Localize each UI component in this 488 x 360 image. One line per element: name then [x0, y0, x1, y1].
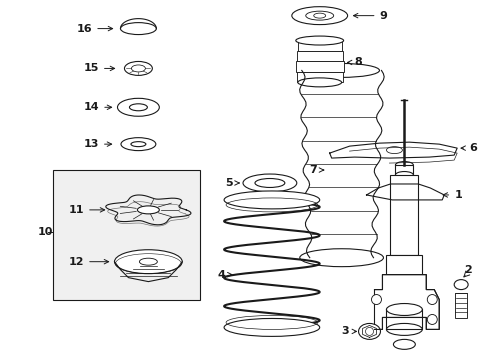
Ellipse shape — [131, 65, 145, 72]
Bar — [386, 255, 422, 310]
Polygon shape — [374, 275, 438, 329]
Bar — [296, 51, 342, 62]
Ellipse shape — [131, 141, 145, 147]
Bar — [295, 62, 343, 72]
Bar — [454, 293, 466, 319]
Text: 1: 1 — [442, 190, 461, 200]
Text: 14: 14 — [83, 102, 111, 112]
Circle shape — [365, 328, 373, 336]
Ellipse shape — [243, 174, 296, 192]
Ellipse shape — [395, 171, 412, 179]
Text: 9: 9 — [353, 11, 386, 21]
Bar — [297, 41, 341, 51]
Ellipse shape — [224, 319, 319, 336]
Ellipse shape — [386, 323, 422, 336]
Text: 2: 2 — [463, 265, 471, 275]
Ellipse shape — [124, 62, 152, 75]
Ellipse shape — [291, 7, 347, 24]
Ellipse shape — [358, 323, 380, 339]
Ellipse shape — [137, 206, 159, 214]
Bar — [53, 170, 200, 300]
Text: 16: 16 — [77, 24, 112, 33]
Text: 3: 3 — [341, 327, 356, 336]
Ellipse shape — [395, 162, 412, 168]
Text: 11: 11 — [68, 205, 104, 215]
Ellipse shape — [299, 249, 383, 267]
Ellipse shape — [297, 78, 341, 87]
Ellipse shape — [305, 11, 333, 20]
Bar — [395, 165, 412, 175]
Text: 15: 15 — [83, 63, 114, 73]
Bar — [296, 72, 342, 82]
Circle shape — [371, 294, 381, 305]
Ellipse shape — [139, 258, 157, 265]
Ellipse shape — [254, 179, 285, 188]
Ellipse shape — [129, 104, 147, 111]
Ellipse shape — [114, 250, 182, 274]
Ellipse shape — [313, 13, 325, 18]
Ellipse shape — [386, 147, 402, 154]
Ellipse shape — [121, 138, 156, 150]
Ellipse shape — [393, 339, 414, 349]
Text: 10: 10 — [38, 227, 53, 237]
Ellipse shape — [303, 63, 379, 77]
Ellipse shape — [224, 191, 319, 209]
Text: 6: 6 — [460, 143, 476, 153]
Bar — [389, 175, 417, 255]
Text: 5: 5 — [224, 178, 239, 188]
Text: 13: 13 — [83, 139, 111, 149]
Ellipse shape — [295, 36, 343, 45]
Ellipse shape — [453, 280, 467, 289]
Circle shape — [427, 294, 436, 305]
Text: 4: 4 — [217, 270, 231, 280]
Ellipse shape — [386, 303, 422, 315]
Text: 12: 12 — [68, 257, 108, 267]
Text: 8: 8 — [347, 58, 362, 67]
Ellipse shape — [120, 23, 156, 35]
Ellipse shape — [117, 98, 159, 116]
Circle shape — [427, 315, 436, 324]
Text: 7: 7 — [309, 165, 323, 175]
